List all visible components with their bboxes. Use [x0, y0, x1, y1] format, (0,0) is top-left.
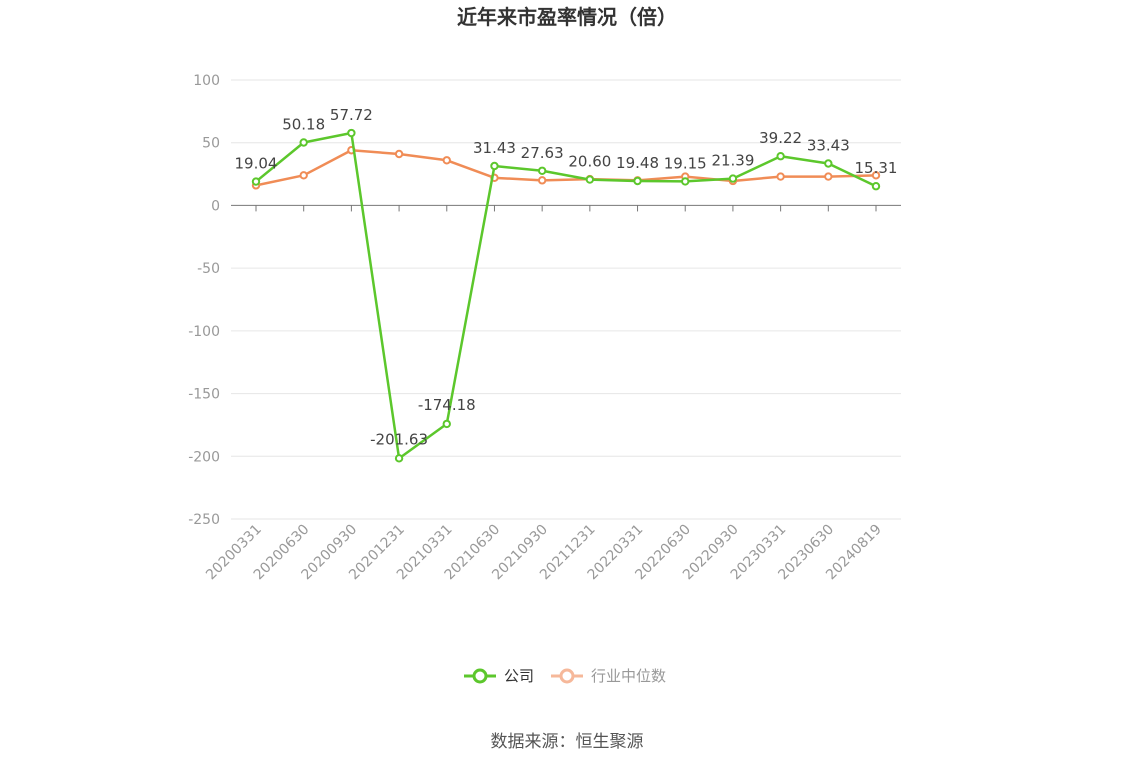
company-point[interactable]: [490, 161, 499, 171]
company-data-label: 57.72: [330, 106, 373, 124]
company-point[interactable]: [347, 128, 356, 138]
industry-median-point[interactable]: [442, 156, 451, 165]
company-data-label: -201.63: [370, 430, 428, 448]
y-tick-label: 0: [211, 198, 220, 214]
company-data-label: 19.04: [235, 155, 278, 173]
y-tick-label: 50: [202, 136, 220, 152]
legend: 公司 行业中位数: [464, 667, 666, 685]
company-point[interactable]: [728, 174, 738, 183]
company-point[interactable]: [537, 166, 547, 175]
industry-median-point[interactable]: [871, 171, 881, 180]
grid-lines: [231, 79, 901, 520]
company-point[interactable]: [394, 454, 404, 463]
legend-company-label: 公司: [504, 667, 534, 685]
company-data-label: 20.60: [568, 153, 611, 171]
company-point[interactable]: [251, 177, 261, 186]
y-tick-label: -100: [188, 324, 220, 340]
company-point[interactable]: [871, 182, 881, 191]
legend-company-marker: [472, 668, 488, 684]
company-data-label: 21.39: [711, 152, 754, 170]
y-axis: 100 50 0 -50 -100 -150 -200 -250: [188, 73, 220, 528]
company-data-label: 31.43: [473, 139, 516, 157]
company-data-label: 19.48: [616, 154, 659, 172]
company-point[interactable]: [776, 152, 785, 161]
company-data-label: 50.18: [282, 115, 325, 133]
industry-median-point[interactable]: [824, 172, 833, 181]
company-data-label: 33.43: [807, 136, 850, 154]
y-tick-label: -50: [197, 261, 220, 277]
company-point[interactable]: [585, 175, 595, 184]
y-tick-label: -250: [188, 512, 220, 528]
company-data-label: 27.63: [521, 144, 564, 162]
industry-median-point[interactable]: [776, 172, 785, 181]
company-series-line: [255, 131, 877, 460]
industry-median-series-line: [255, 148, 877, 187]
company-data-label: 19.15: [664, 154, 707, 172]
series-lines: [251, 128, 881, 463]
company-point[interactable]: [824, 159, 833, 168]
company-point[interactable]: [681, 177, 690, 186]
legend-industry-marker: [559, 668, 575, 684]
y-tick-label: 100: [193, 73, 220, 89]
legend-industry-label: 行业中位数: [591, 667, 666, 685]
y-tick-label: -200: [188, 449, 220, 465]
company-point[interactable]: [633, 176, 642, 186]
x-axis: 2020033120200630202009302020123120210331…: [203, 204, 901, 583]
company-point[interactable]: [442, 419, 451, 429]
company-point[interactable]: [299, 138, 308, 147]
company-data-label: 15.31: [855, 159, 898, 177]
data-source: 数据来源：恒生聚源: [491, 732, 644, 752]
company-data-label: 39.22: [759, 129, 802, 147]
industry-median-point[interactable]: [537, 176, 547, 185]
legend-item-industry-median[interactable]: 行业中位数: [551, 667, 666, 685]
legend-item-company[interactable]: 公司: [464, 667, 534, 685]
industry-median-point[interactable]: [299, 171, 308, 180]
company-data-label: -174.18: [418, 396, 476, 414]
y-tick-label: -150: [188, 387, 220, 403]
chart-title: 近年来市盈率情况（倍）: [457, 5, 677, 29]
industry-median-point[interactable]: [394, 149, 404, 159]
